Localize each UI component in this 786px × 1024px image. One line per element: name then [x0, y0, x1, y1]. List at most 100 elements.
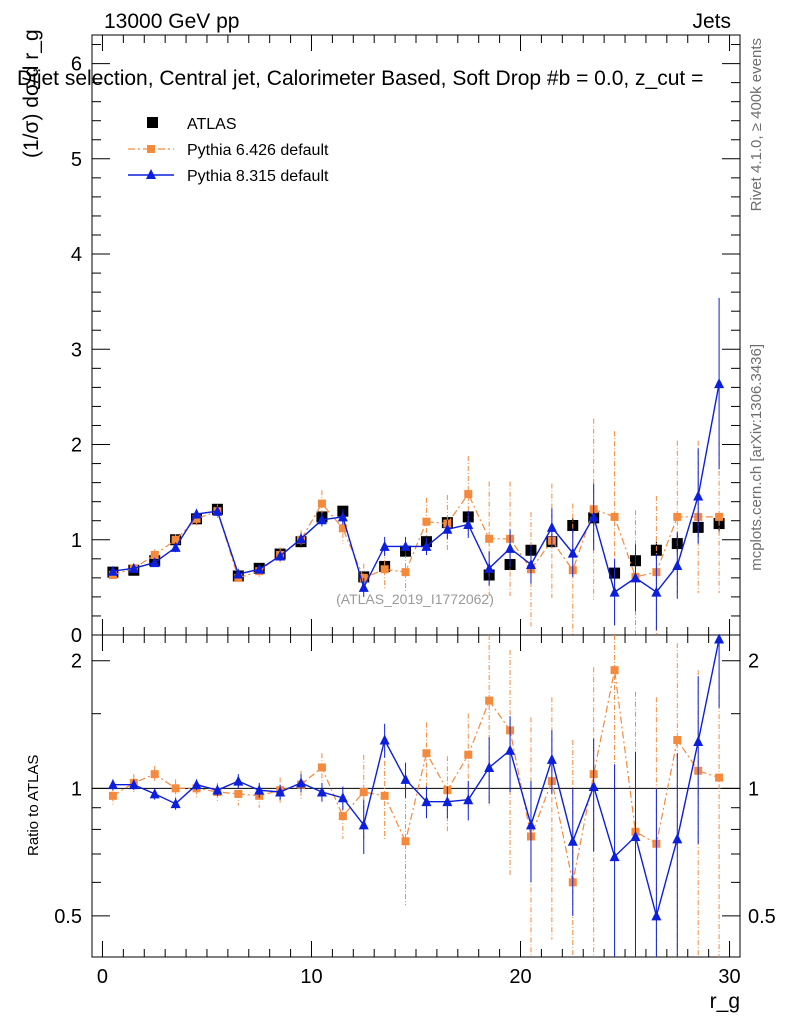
point-pythia8 — [463, 794, 474, 805]
point-pythia8 — [484, 562, 495, 573]
point-pythia6 — [359, 788, 368, 797]
series-pythia8-1 — [107, 633, 725, 957]
point-pythia6 — [715, 773, 724, 782]
point-pythia6 — [422, 749, 431, 758]
point-pythia6 — [171, 535, 180, 544]
point-pythia8 — [651, 910, 662, 921]
point-pythia8 — [128, 562, 139, 573]
legend-marker-pythia6 — [147, 145, 155, 153]
point-pythia8 — [275, 786, 286, 797]
point-pythia8 — [275, 550, 286, 561]
point-pythia8 — [672, 833, 683, 844]
category-label: Jets — [692, 10, 731, 33]
point-pythia6 — [610, 666, 619, 675]
point-pythia6 — [464, 750, 473, 759]
point-pythia8 — [609, 851, 620, 862]
point-pythia8 — [107, 565, 118, 576]
series-line-pythia6 — [112, 492, 720, 579]
ratio-y-axis-label: Ratio to ATLAS — [25, 755, 42, 856]
ratio-ytick-label: 0.5 — [54, 906, 82, 928]
point-pythia6 — [108, 791, 117, 800]
point-pythia8 — [212, 505, 223, 516]
point-pythia6 — [673, 736, 682, 745]
point-pythia8 — [191, 779, 202, 790]
point-pythia6 — [150, 551, 159, 559]
point-pythia8 — [421, 540, 432, 551]
point-pythia6 — [401, 568, 410, 577]
point-pythia6 — [401, 837, 410, 846]
point-pythia8 — [630, 572, 641, 583]
point-pythia8 — [316, 786, 327, 797]
point-pythia8 — [212, 784, 223, 795]
point-pythia8 — [358, 581, 369, 592]
point-pythia6 — [715, 512, 724, 521]
point-pythia8 — [546, 753, 557, 764]
point-pythia6 — [380, 791, 389, 800]
main-watermark: (ATLAS_2019_I1772062) — [336, 591, 494, 607]
legend-label-pythia8: Pythia 8.315 default — [187, 168, 329, 185]
point-pythia8 — [714, 633, 725, 644]
legend-label-atlas: ATLAS — [187, 116, 237, 133]
point-pythia6 — [317, 499, 326, 508]
main-y-axis-label: (1/σ) dσ/d r_g — [20, 29, 43, 158]
point-pythia8 — [358, 819, 369, 830]
point-pythia8 — [296, 533, 307, 544]
main-panel: 0 1 2 3 4 5 6 (ATLAS_2019_I1772062) Dijet sele… — [17, 29, 741, 647]
main-x-ticks — [101, 35, 731, 635]
main-ytick-label: 1 — [71, 530, 82, 552]
ratio-y-ticks: 0.5 0.5 1 1 2 2 — [54, 651, 776, 928]
point-pythia6 — [464, 490, 473, 499]
ratio-series-layer — [107, 633, 725, 957]
point-pythia6 — [171, 784, 180, 793]
legend: ATLAS Pythia 6.426 default Pythia 8.315 … — [128, 116, 329, 185]
point-pythia8 — [400, 773, 411, 784]
point-pythia8 — [463, 519, 474, 530]
energy-label: 13000 GeV pp — [104, 10, 239, 33]
point-pythia6 — [485, 696, 494, 705]
point-pythia8 — [107, 779, 118, 790]
point-pythia8 — [149, 557, 160, 568]
main-ytick-label: 6 — [71, 54, 82, 76]
point-pythia8 — [484, 761, 495, 772]
ratio-ytick-label-right: 2 — [748, 651, 759, 673]
point-pythia8 — [400, 540, 411, 551]
xtick-label: 20 — [509, 966, 531, 988]
point-pythia6 — [673, 512, 682, 521]
main-y-ticks: 0 1 2 3 4 5 6 — [71, 44, 740, 647]
ratio-ytick-label-right: 1 — [748, 778, 759, 800]
main-ylabel: (1/σ) dσ/d r_g — [20, 29, 43, 158]
point-pythia6 — [610, 512, 619, 521]
point-pythia8 — [337, 511, 348, 522]
series-pythia6-0 — [108, 635, 724, 957]
main-ytick-label: 0 — [71, 625, 82, 647]
mcplots-label: mcplots.cern.ch [arXiv:1306.3436] — [748, 344, 765, 571]
point-pythia8 — [316, 514, 327, 525]
point-pythia6 — [338, 524, 347, 533]
point-pythia6 — [338, 812, 347, 821]
point-pythia8 — [693, 490, 704, 501]
ratio-ylabel: Ratio to ATLAS — [25, 755, 42, 856]
rivet-label: Rivet 4.1.0, ≥ 400k events — [748, 38, 765, 211]
main-ytick-label: 5 — [71, 149, 82, 171]
point-pythia6 — [317, 763, 326, 772]
legend-marker-pythia8 — [146, 169, 156, 179]
point-pythia8 — [254, 784, 265, 795]
point-pythia8 — [442, 523, 453, 534]
point-pythia8 — [233, 775, 244, 786]
ratio-panel: 0.5 0.5 1 1 2 2 0 10 20 30 Ratio to ATLAS — [25, 633, 776, 988]
point-pythia8 — [588, 780, 599, 791]
xtick-label: 10 — [300, 966, 322, 988]
point-pythia8 — [128, 779, 139, 790]
point-pythia8 — [693, 735, 704, 746]
point-pythia6 — [380, 565, 389, 574]
ratio-ytick-label: 1 — [71, 778, 82, 800]
x-axis-title: r_g — [710, 990, 740, 1013]
point-pythia8 — [505, 542, 516, 553]
point-pythia6 — [150, 770, 159, 779]
point-pythia8 — [525, 559, 536, 570]
main-title: Dijet selection, Central jet, Calorimete… — [17, 67, 703, 90]
point-pythia8 — [379, 734, 390, 745]
point-pythia8 — [254, 563, 265, 574]
ratio-ytick-label: 2 — [71, 651, 82, 673]
